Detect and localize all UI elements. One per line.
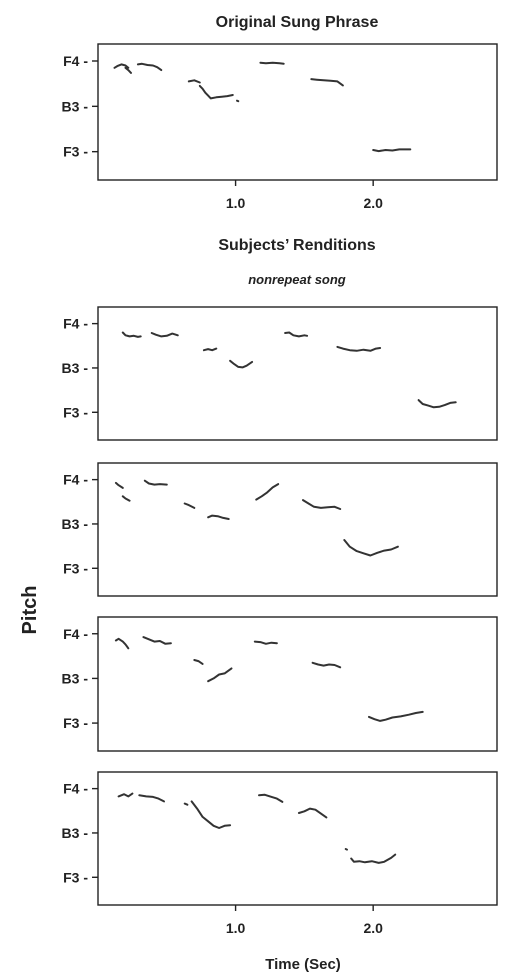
pitch-contour-segment — [183, 502, 196, 509]
panel-5: F4 - B3 - F3 - 1.0 2.0 — [62, 771, 498, 936]
pitch-contour-segment — [207, 667, 233, 683]
pitch-contour-segment — [344, 848, 348, 851]
pitch-contour-segment — [187, 79, 201, 84]
pitch-contour-segment — [350, 853, 397, 864]
pitch-contour-segment — [121, 331, 142, 338]
y-tick-label: F3 - — [63, 560, 88, 576]
pitch-contour-segment — [117, 792, 134, 798]
x-tick-label: 2.0 — [363, 920, 383, 936]
panel-frame — [97, 306, 498, 441]
pitch-contour-segment — [143, 479, 168, 486]
pitch-contour-segment — [207, 514, 230, 520]
pitch-contour-segment — [259, 61, 285, 65]
panel-frame — [97, 462, 498, 597]
pitch-contour-segment — [124, 66, 132, 74]
panel-4: F4 - B3 - F3 - — [62, 616, 498, 752]
panel-frame — [97, 771, 498, 906]
x-tick-label: 2.0 — [363, 195, 383, 211]
pitch-contour-segment — [310, 78, 344, 87]
pitch-contour-segment — [229, 359, 254, 369]
pitch-contour-segment — [114, 637, 130, 650]
pitch-axis-label: Pitch — [19, 586, 41, 635]
y-tick-label: B3 - — [62, 670, 89, 686]
x-tick-label: 1.0 — [226, 195, 246, 211]
pitch-contour-segment — [113, 63, 130, 69]
pitch-contour-segment — [302, 499, 342, 510]
pitch-contour-segment — [372, 148, 412, 153]
y-tick-label: F3 - — [63, 869, 88, 885]
pitch-contour-segment — [368, 710, 424, 722]
pitch-contour-segment — [336, 345, 382, 352]
y-tick-label: B3 - — [62, 516, 89, 532]
renditions-title: Subjects’ Renditions — [218, 237, 375, 254]
pitch-contour-segment — [258, 793, 284, 803]
pitch-contour-segment — [236, 99, 240, 103]
y-tick-label: B3 - — [62, 360, 89, 376]
renditions-subtitle: nonrepeat song — [248, 272, 346, 287]
pitch-contour-segment — [121, 495, 131, 502]
y-tick-label: F4 - — [63, 316, 88, 332]
pitch-contour-segment — [114, 481, 124, 489]
pitch-contour-segment — [190, 800, 232, 829]
pitch-contour-segment — [284, 331, 309, 338]
panels-layer: F4 - B3 - F3 - 1.0 2.0 F4 - B3 - F3 - F4 - B3 - F3… — [62, 43, 498, 936]
panel-3: F4 - B3 - F3 - — [62, 462, 498, 597]
pitch-contour-segment — [142, 636, 172, 645]
pitch-contour-segment — [136, 62, 163, 72]
pitch-contour-segment — [202, 347, 218, 352]
panel-1: F4 - B3 - F3 - 1.0 2.0 — [62, 43, 498, 211]
pitch-contour-segment — [183, 802, 189, 806]
panel-frame — [97, 616, 498, 752]
figure-title: Original Sung Phrase — [216, 14, 379, 31]
pitch-contour-segment — [198, 84, 234, 100]
y-tick-label: F4 - — [63, 626, 88, 642]
pitch-contour-segment — [297, 807, 328, 819]
y-tick-label: F4 - — [63, 781, 88, 797]
panel-2: F4 - B3 - F3 - — [62, 306, 498, 441]
y-tick-label: B3 - — [62, 825, 89, 841]
pitch-contour-segment — [253, 640, 278, 645]
y-tick-label: F4 - — [63, 53, 88, 69]
pitch-contour-segment — [417, 399, 457, 409]
pitch-contour-segment — [150, 332, 179, 338]
pitch-contour-segment — [255, 483, 280, 501]
y-tick-label: F3 - — [63, 715, 88, 731]
pitch-contour-segment — [311, 661, 342, 669]
time-axis-label: Time (Sec) — [265, 956, 341, 973]
pitch-contour-segment — [193, 659, 204, 665]
y-tick-label: F3 - — [63, 144, 88, 160]
panel-frame — [97, 43, 498, 181]
y-tick-label: F3 - — [63, 404, 88, 420]
x-tick-label: 1.0 — [226, 920, 246, 936]
pitch-contour-segment — [138, 794, 165, 803]
y-tick-label: B3 - — [62, 98, 89, 114]
pitch-contour-segment — [343, 539, 399, 557]
y-tick-label: F4 - — [63, 472, 88, 488]
